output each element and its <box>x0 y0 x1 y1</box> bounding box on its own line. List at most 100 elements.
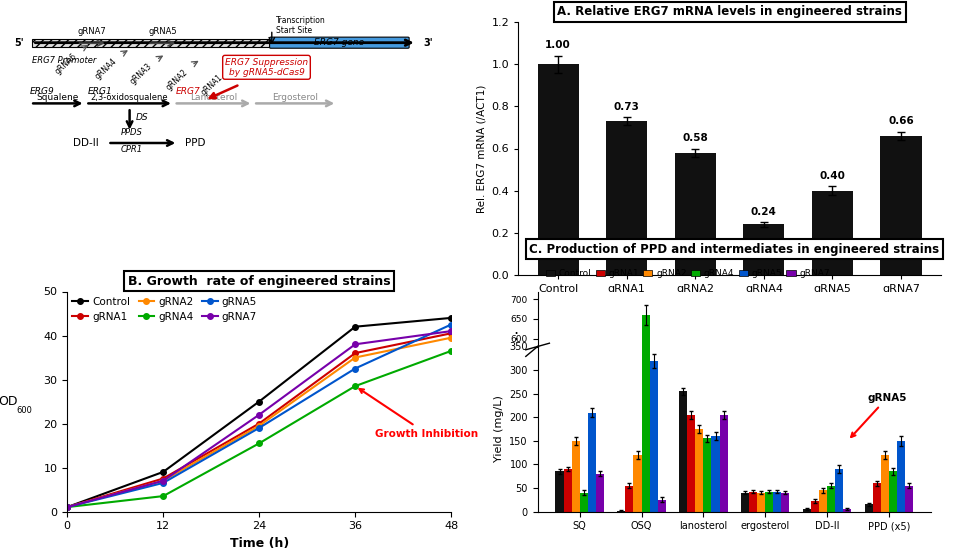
Bar <box>680 391 687 512</box>
Text: DD-II: DD-II <box>73 138 98 148</box>
Text: CPR1: CPR1 <box>121 145 143 154</box>
Text: 5': 5' <box>14 38 24 48</box>
Bar <box>704 514 711 550</box>
Bar <box>588 412 596 512</box>
Title: C. Production of PPD and intermediates in engineered strains: C. Production of PPD and intermediates i… <box>529 243 940 256</box>
Text: ERG7 Promoter: ERG7 Promoter <box>33 56 97 65</box>
Bar <box>641 200 650 512</box>
Line: gRNA2: gRNA2 <box>64 335 454 510</box>
gRNA5 <box>61 504 73 510</box>
Bar <box>564 539 571 550</box>
Text: gRNA3: gRNA3 <box>129 62 154 86</box>
Bar <box>819 490 828 512</box>
Bar <box>880 136 922 275</box>
Bar <box>749 492 757 512</box>
Text: Ergosterol: Ergosterol <box>273 94 318 102</box>
Bar <box>606 121 647 275</box>
Legend: Control, gRNA1, gRNA2, gRNA4, gRNA5, gRNA7: Control, gRNA1, gRNA2, gRNA4, gRNA5, gRN… <box>72 296 257 322</box>
Bar <box>774 492 781 512</box>
gRNA5 <box>445 321 457 328</box>
Bar <box>650 361 658 512</box>
Text: 2,3-oxidosqualene: 2,3-oxidosqualene <box>91 94 168 102</box>
gRNA5 <box>253 425 265 431</box>
Bar <box>634 455 641 512</box>
Bar <box>658 500 665 512</box>
Text: gRNA5: gRNA5 <box>852 393 907 437</box>
Bar <box>641 315 650 550</box>
Text: gRNA7: gRNA7 <box>78 27 107 36</box>
Bar <box>704 438 711 512</box>
Text: 0.40: 0.40 <box>820 171 846 181</box>
Text: 0.24: 0.24 <box>751 207 777 217</box>
gRNA2 <box>253 422 265 429</box>
Text: gRNA5: gRNA5 <box>149 27 177 36</box>
Bar <box>757 493 765 512</box>
Bar <box>781 493 789 512</box>
Control <box>61 504 73 510</box>
gRNA2 <box>157 477 169 484</box>
Bar <box>765 492 774 512</box>
Text: PPDS: PPDS <box>121 128 143 137</box>
gRNA4 <box>61 504 73 510</box>
Bar <box>881 527 889 550</box>
Bar <box>626 486 634 512</box>
Bar <box>634 527 641 550</box>
Bar <box>898 441 905 512</box>
Text: 3': 3' <box>423 38 433 48</box>
Y-axis label: Yield (mg/L): Yield (mg/L) <box>493 395 504 463</box>
Text: ERG7 Suppression
by gRNA5-dCas9: ERG7 Suppression by gRNA5-dCas9 <box>225 58 308 77</box>
Line: gRNA7: gRNA7 <box>64 328 454 510</box>
Text: gRNA4: gRNA4 <box>93 57 119 81</box>
Text: :: : <box>514 328 518 343</box>
Bar <box>881 455 889 512</box>
Control <box>157 469 169 475</box>
Bar <box>889 471 898 512</box>
Control <box>445 315 457 321</box>
Text: ERG7: ERG7 <box>176 87 201 96</box>
Bar <box>680 474 687 550</box>
gRNA7 <box>445 328 457 334</box>
Bar <box>720 415 728 512</box>
Bar <box>889 541 898 550</box>
Bar <box>743 224 784 275</box>
gRNA1 <box>157 475 169 482</box>
Bar <box>873 483 881 512</box>
Text: 0.66: 0.66 <box>888 117 914 126</box>
Bar <box>564 469 571 512</box>
Bar <box>835 469 843 512</box>
Title: A. Relative ERG7 mRNA levels in engineered strains: A. Relative ERG7 mRNA levels in engineer… <box>557 5 902 18</box>
gRNA7 <box>349 341 361 348</box>
Control <box>349 323 361 330</box>
Bar <box>711 436 720 512</box>
gRNA4 <box>253 440 265 447</box>
gRNA7 <box>253 411 265 418</box>
Text: ERG9: ERG9 <box>31 87 55 96</box>
Bar <box>811 501 819 512</box>
Text: Transcription
Start Site: Transcription Start Site <box>276 16 326 35</box>
gRNA1 <box>61 504 73 510</box>
gRNA1 <box>349 350 361 356</box>
Text: OD: OD <box>0 395 17 408</box>
Bar <box>741 493 749 512</box>
Bar <box>711 512 720 550</box>
Line: gRNA4: gRNA4 <box>64 348 454 510</box>
Text: Growth Inhibition: Growth Inhibition <box>359 389 478 439</box>
Bar <box>556 471 564 512</box>
Bar <box>898 515 905 550</box>
Title: B. Growth  rate of engineered strains: B. Growth rate of engineered strains <box>128 274 391 288</box>
Bar <box>812 191 853 275</box>
gRNA7 <box>61 504 73 510</box>
Line: gRNA5: gRNA5 <box>64 322 454 510</box>
Text: 600: 600 <box>16 406 33 415</box>
Text: 1.00: 1.00 <box>545 41 571 51</box>
gRNA2 <box>61 504 73 510</box>
Text: gRNA2: gRNA2 <box>164 67 189 91</box>
gRNA2 <box>349 354 361 361</box>
Bar <box>617 510 626 512</box>
Bar <box>865 504 873 512</box>
gRNA1 <box>445 330 457 337</box>
Bar <box>571 441 580 512</box>
Y-axis label: Rel. ERG7 mRNA (/ACT1): Rel. ERG7 mRNA (/ACT1) <box>476 84 486 213</box>
Bar <box>556 541 564 550</box>
Bar <box>571 515 580 550</box>
